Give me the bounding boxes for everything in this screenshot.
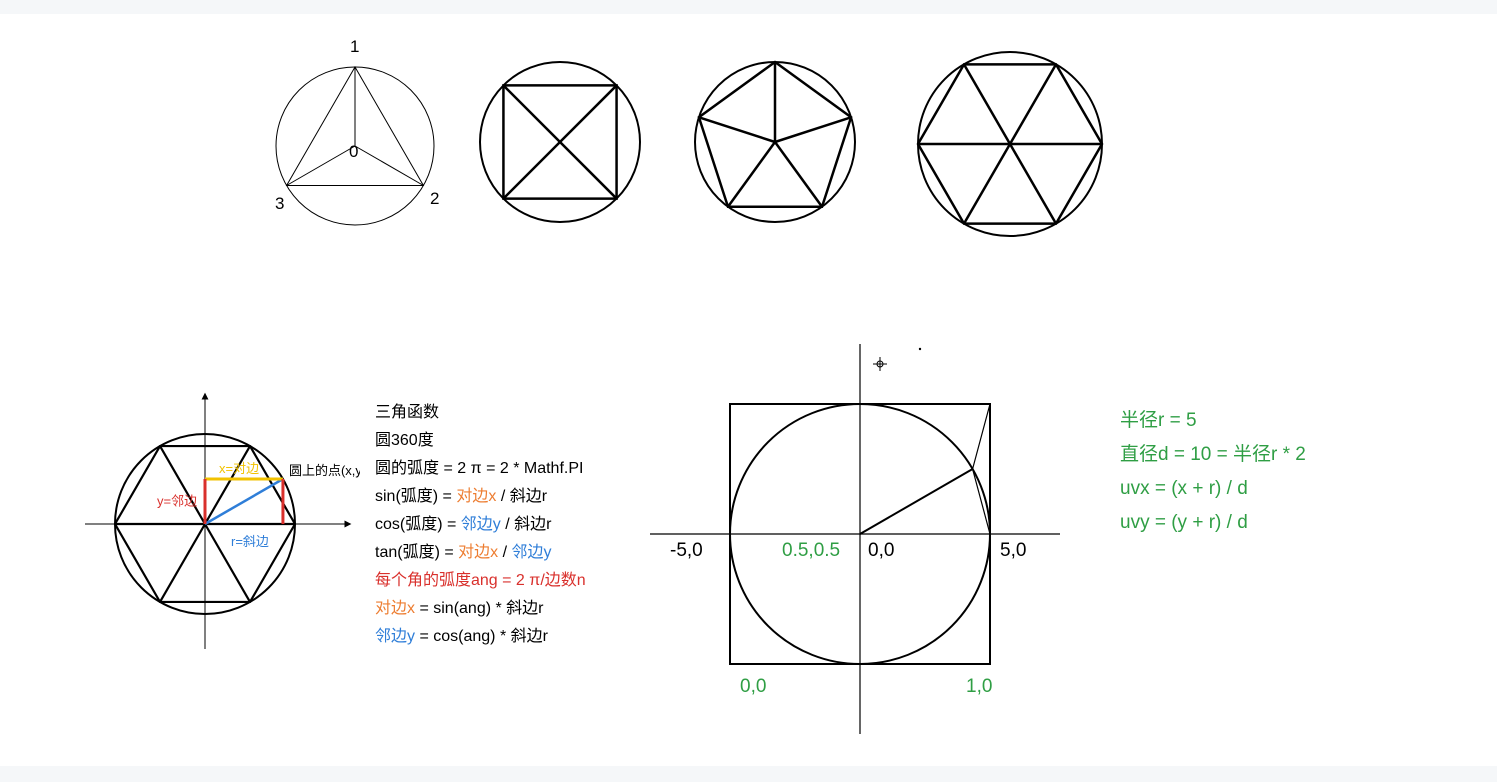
svg-text:y=邻边: y=邻边 (157, 494, 197, 509)
trig-line: cos(弧度) = 邻边y / 斜边r (375, 511, 635, 539)
uv-label: 0.5,0.5 (782, 540, 840, 562)
trig-text-block: 三角函数圆360度圆的弧度 = 2 π = 2 * Mathf.PIsin(弧度… (375, 399, 635, 651)
svg-text:圆上的点(x,y): 圆上的点(x,y) (289, 463, 360, 478)
trig-line: 邻边y = cos(ang) * 斜边r (375, 623, 635, 651)
polygons-top-row: 1 0 2 3 (0, 14, 1497, 274)
uv-label: 0,0 (868, 540, 894, 562)
hexagon-axes-diagram: 圆上的点(x,y) x=对边 y=邻边 r=斜边 (60, 374, 360, 674)
trig-title: 三角函数 (375, 399, 635, 427)
uv-label: 5,0 (1000, 540, 1026, 562)
uv-label: 1,0 (966, 676, 992, 698)
uv-label: 0,0 (740, 676, 766, 698)
uv-formulas: 半径r = 5直径d = 10 = 半径r * 2uvx = (x + r) /… (1120, 404, 1306, 540)
trig-line: 对边x = sin(ang) * 斜边r (375, 595, 635, 623)
content-band: 1 0 2 3 圆上的点(x,y) x=对边 y=邻边 r=斜边 三角函数圆360度圆的弧度… (0, 14, 1497, 766)
trig-line: tan(弧度) = 对边x / 邻边y (375, 539, 635, 567)
svg-text:1: 1 (350, 37, 359, 56)
trig-line: 圆360度 (375, 427, 635, 455)
formula-line: uvx = (x + r) / d (1120, 472, 1306, 506)
formula-line: 半径r = 5 (1120, 404, 1306, 438)
svg-text:2: 2 (430, 189, 439, 208)
trig-line: sin(弧度) = 对边x / 斜边r (375, 483, 635, 511)
formula-line: 直径d = 10 = 半径r * 2 (1120, 438, 1306, 472)
svg-text:x=对边: x=对边 (219, 461, 259, 476)
svg-text:3: 3 (275, 194, 284, 213)
uv-label: -5,0 (670, 540, 703, 562)
formula-line: uvy = (y + r) / d (1120, 506, 1306, 540)
svg-text:0: 0 (349, 142, 358, 161)
trig-line: 每个角的弧度ang = 2 π/边数n (375, 567, 635, 595)
svg-text:r=斜边: r=斜边 (231, 534, 269, 549)
trig-line: 圆的弧度 = 2 π = 2 * Mathf.PI (375, 455, 635, 483)
